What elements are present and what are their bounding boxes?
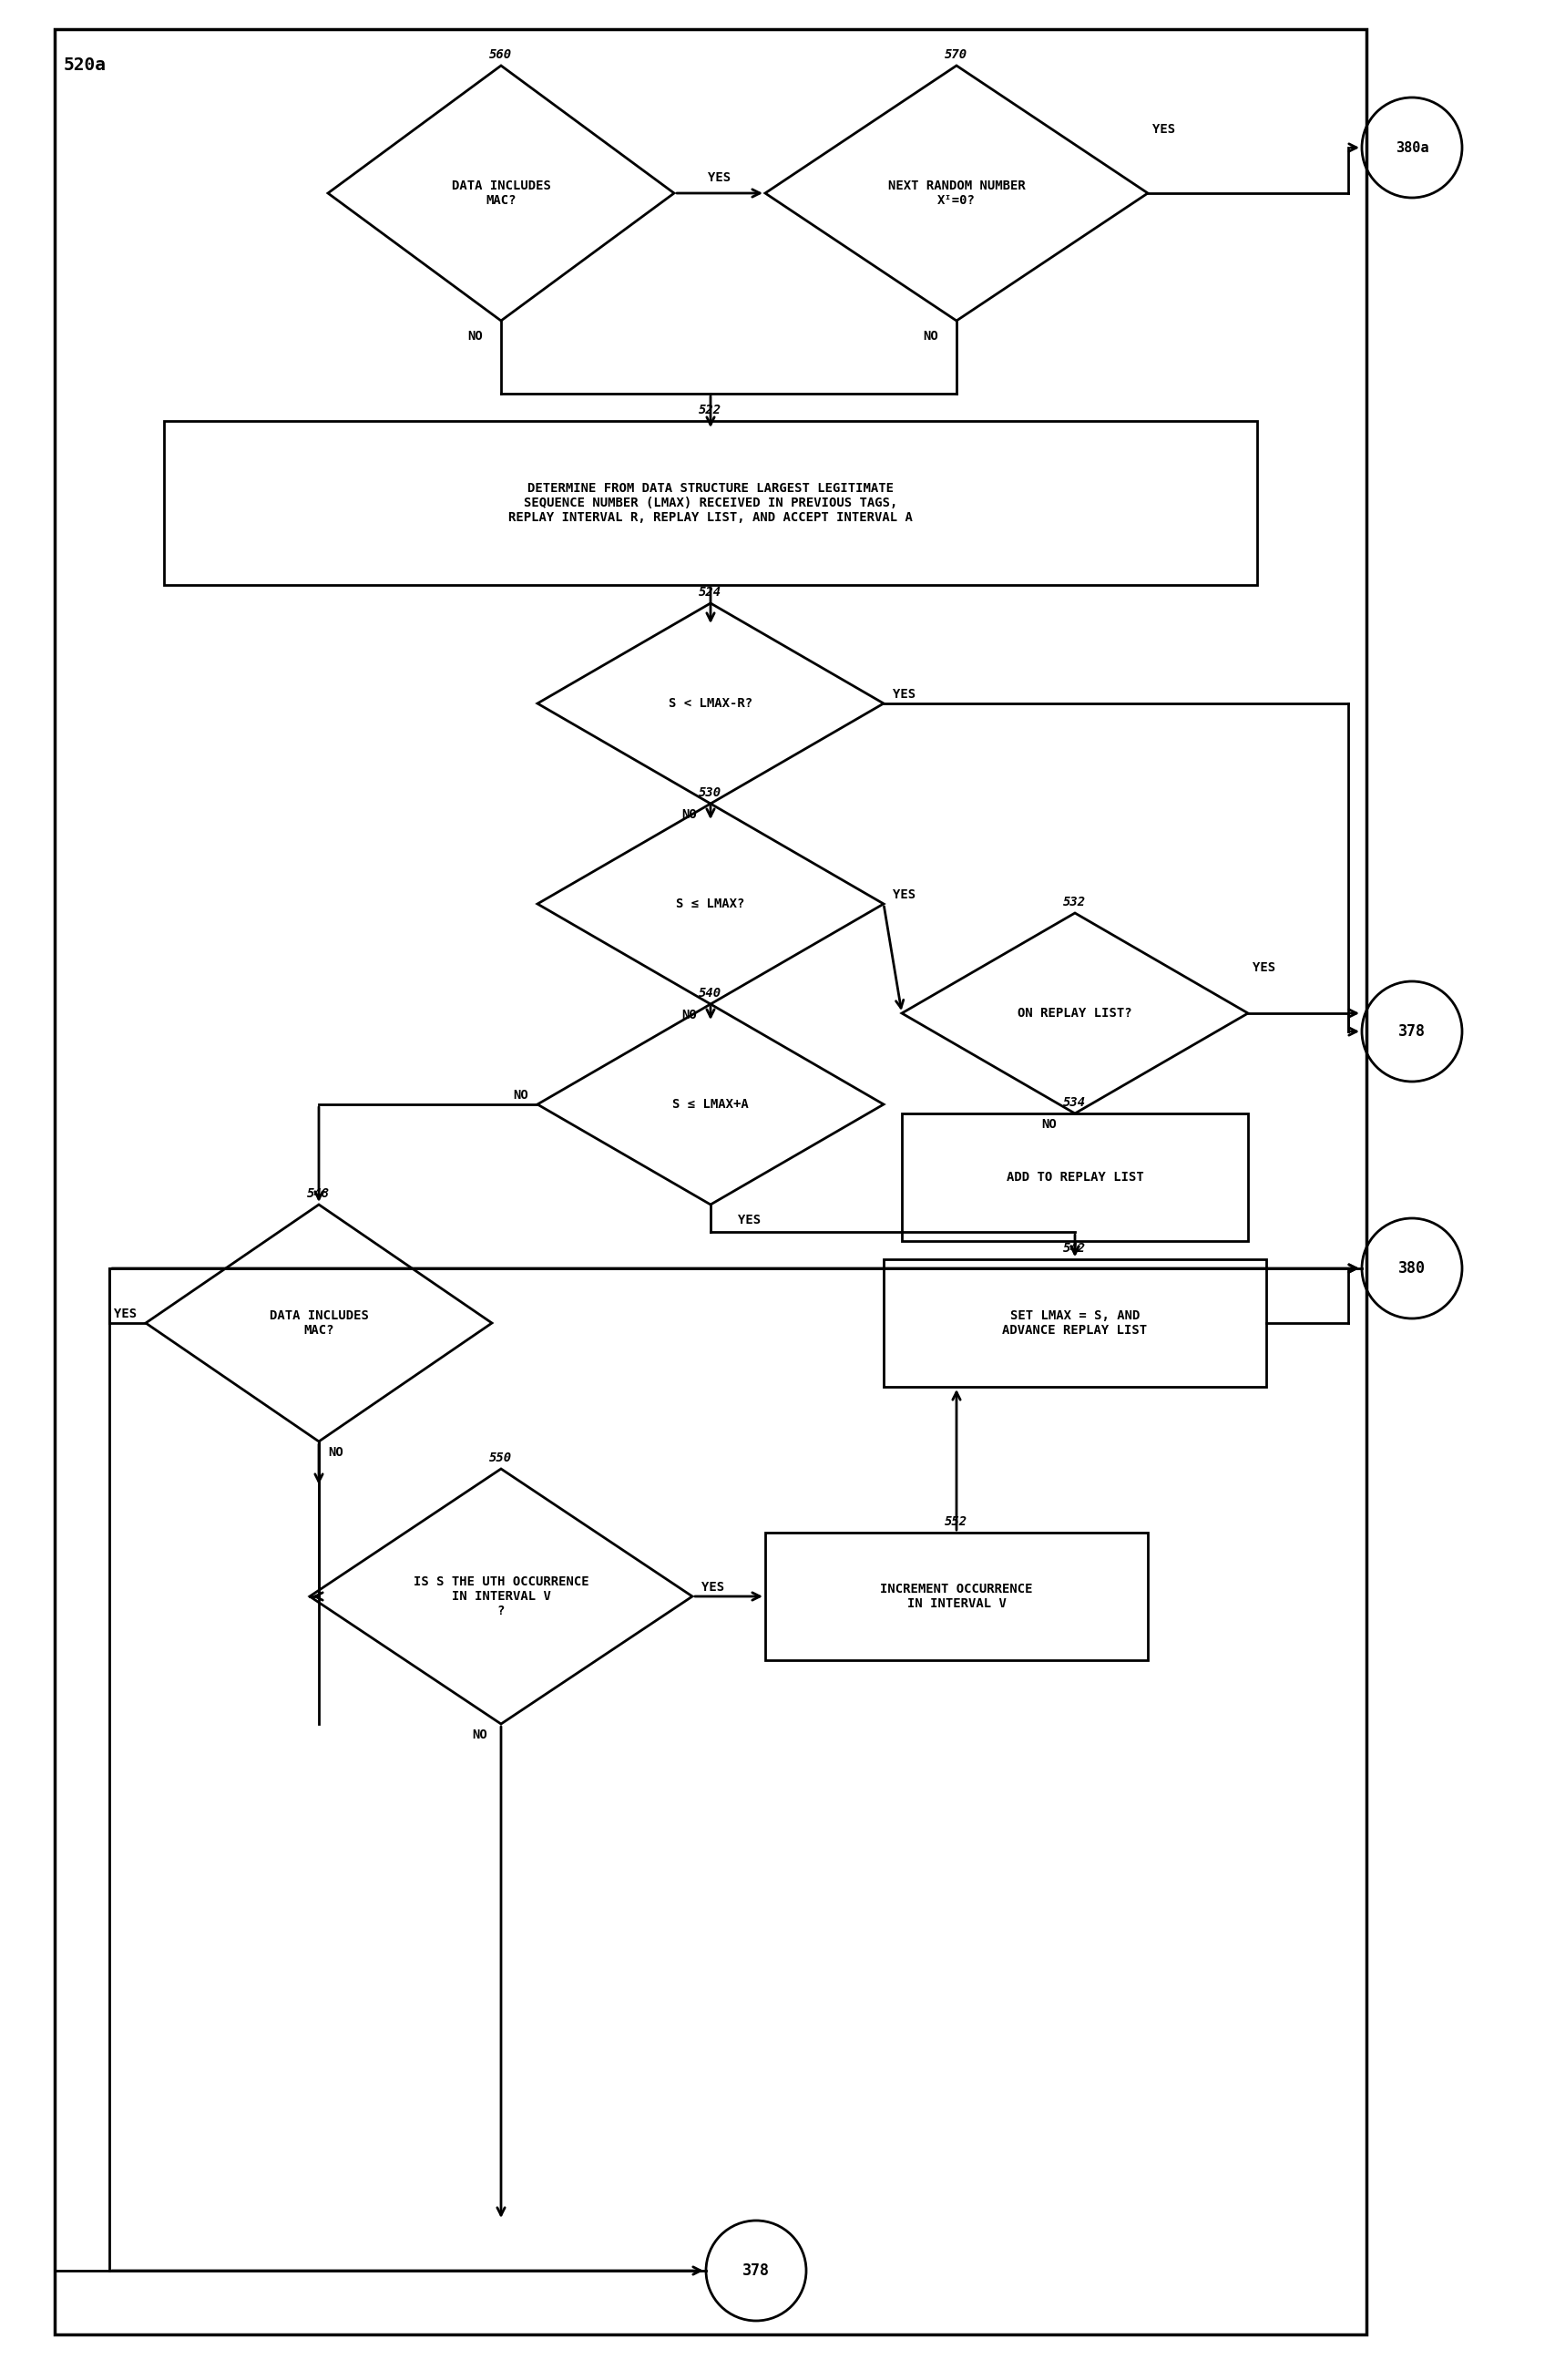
Text: 530: 530	[698, 785, 722, 800]
Text: YES: YES	[708, 171, 731, 183]
Text: YES: YES	[701, 1580, 725, 1595]
Text: S ≤ LMAX+A: S ≤ LMAX+A	[672, 1097, 748, 1111]
Text: ON REPLAY LIST?: ON REPLAY LIST?	[1017, 1007, 1132, 1019]
Text: NO: NO	[513, 1090, 529, 1102]
Text: 380a: 380a	[1395, 140, 1427, 155]
Text: NO: NO	[681, 1009, 697, 1021]
Text: DATA INCLUDES
MAC?: DATA INCLUDES MAC?	[451, 178, 550, 207]
Text: 548: 548	[308, 1188, 330, 1200]
Text: DETERMINE FROM DATA STRUCTURE LARGEST LEGITIMATE
SEQUENCE NUMBER (LMAX) RECEIVED: DETERMINE FROM DATA STRUCTURE LARGEST LE…	[508, 481, 913, 524]
Text: INCREMENT OCCURRENCE
IN INTERVAL V: INCREMENT OCCURRENCE IN INTERVAL V	[880, 1583, 1033, 1611]
Text: YES: YES	[893, 888, 914, 902]
Text: S ≤ LMAX?: S ≤ LMAX?	[676, 897, 745, 909]
Text: NO: NO	[1040, 1119, 1056, 1130]
Text: 552: 552	[944, 1516, 967, 1528]
Text: YES: YES	[1252, 962, 1275, 973]
Text: NO: NO	[328, 1447, 344, 1459]
Text: NO: NO	[922, 331, 938, 343]
Text: NEXT RANDOM NUMBER
Xᴵ=0?: NEXT RANDOM NUMBER Xᴵ=0?	[888, 178, 1025, 207]
Text: NO: NO	[466, 331, 482, 343]
Text: 534: 534	[1064, 1097, 1085, 1109]
Text: 570: 570	[944, 48, 967, 62]
Text: 540: 540	[698, 988, 722, 1000]
Text: 522: 522	[698, 405, 722, 416]
Text: 520a: 520a	[64, 57, 107, 74]
Text: 542: 542	[1064, 1242, 1085, 1254]
Text: 378: 378	[1398, 1023, 1424, 1040]
Text: 532: 532	[1064, 895, 1085, 909]
Text: YES: YES	[737, 1214, 760, 1226]
Text: NO: NO	[681, 809, 697, 821]
Text: 378: 378	[742, 2263, 770, 2280]
Text: 524: 524	[698, 585, 722, 600]
Text: YES: YES	[1152, 124, 1174, 136]
Text: SET LMAX = S, AND
ADVANCE REPLAY LIST: SET LMAX = S, AND ADVANCE REPLAY LIST	[1001, 1309, 1146, 1338]
Text: YES: YES	[114, 1307, 137, 1321]
Text: IS S THE UTH OCCURRENCE
IN INTERVAL V
?: IS S THE UTH OCCURRENCE IN INTERVAL V ?	[414, 1576, 588, 1618]
Text: S < LMAX-R?: S < LMAX-R?	[669, 697, 753, 709]
Text: NO: NO	[471, 1728, 487, 1742]
Text: DATA INCLUDES
MAC?: DATA INCLUDES MAC?	[269, 1309, 369, 1338]
Text: 380: 380	[1398, 1259, 1424, 1276]
Text: ADD TO REPLAY LIST: ADD TO REPLAY LIST	[1006, 1171, 1143, 1183]
Text: YES: YES	[893, 688, 914, 700]
Text: 550: 550	[490, 1452, 512, 1464]
Text: 560: 560	[490, 48, 512, 62]
